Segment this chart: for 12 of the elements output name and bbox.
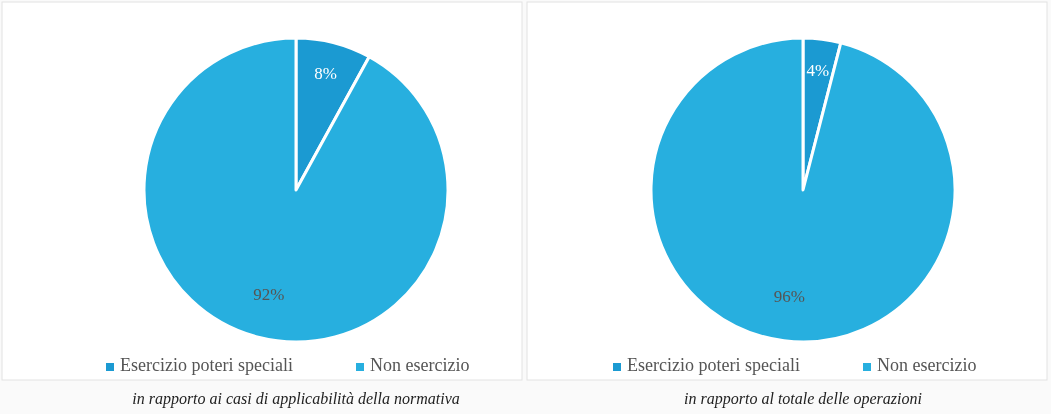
legend-label: Esercizio poteri speciali	[120, 355, 293, 376]
text: in rapporto al totale delle operazioni	[684, 389, 922, 408]
legend-label: Non esercizio	[370, 355, 470, 376]
legend-label: Non esercizio	[877, 355, 977, 376]
pie-slice	[142, 36, 450, 344]
data-label: 96%	[773, 287, 805, 307]
text: in rapporto ai casi di applicabilità della normativa	[132, 389, 460, 408]
data-label: 4%	[806, 61, 830, 81]
pie-slice	[649, 36, 957, 344]
legend-label: Esercizio poteri speciali	[627, 355, 800, 376]
data-label: 8%	[314, 64, 337, 84]
data-label: 92%	[253, 284, 285, 304]
